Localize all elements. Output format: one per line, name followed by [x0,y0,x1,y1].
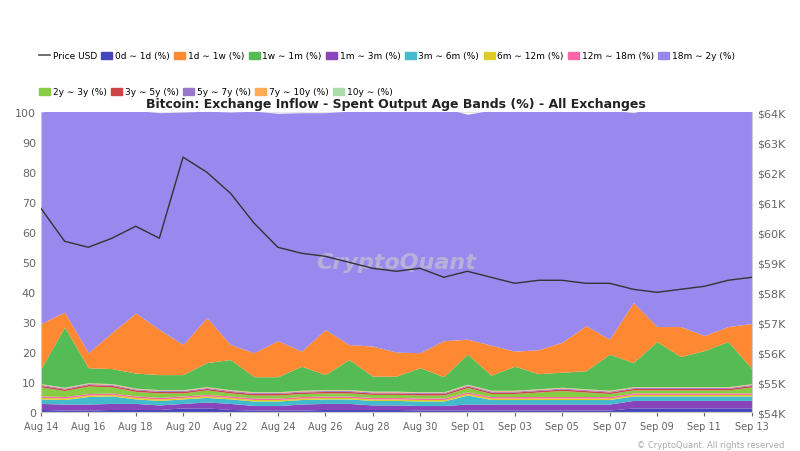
Legend: 2y ∼ 3y (%), 3y ∼ 5y (%), 5y ∼ 7y (%), 7y ∼ 10y (%), 10y ∼ (%): 2y ∼ 3y (%), 3y ∼ 5y (%), 5y ∼ 7y (%), 7… [38,87,394,98]
Title: Bitcoin: Exchange Inflow - Spent Output Age Bands (%) - All Exchanges: Bitcoin: Exchange Inflow - Spent Output … [146,97,646,110]
Text: © CryptoQuant. All rights reserved: © CryptoQuant. All rights reserved [637,440,784,449]
Text: CryptoQuant: CryptoQuant [316,253,476,273]
